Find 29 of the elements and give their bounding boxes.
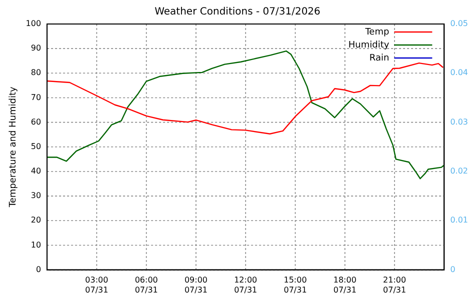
x-tick-label: 12:00 07/31: [234, 276, 258, 294]
legend-label: Rain: [369, 53, 390, 64]
y-tick-label: 70: [30, 92, 42, 102]
y-tick-label: 20: [30, 216, 42, 225]
y2-tick-label: 0.03: [450, 117, 468, 126]
x-tick-label: 03:00 07/31: [85, 276, 108, 294]
y2-tick-label: 0.01: [450, 216, 468, 225]
y-tick-label: 50: [30, 142, 42, 151]
x-tick-label: 21:00 07/31: [383, 276, 406, 294]
legend-label: Humidity: [348, 40, 390, 50]
y-tick-label: 100: [26, 19, 42, 28]
y2-tick-label: 0.04: [450, 68, 468, 78]
y-tick-label: 80: [30, 68, 42, 78]
y-tick-label: 30: [30, 191, 42, 200]
y-tick-label: 60: [30, 117, 42, 126]
y-tick-label: 10: [30, 240, 42, 250]
x-tick-label: 18:00 07/31: [333, 276, 356, 294]
y-tick-label: 40: [30, 166, 42, 176]
legend-label: Temp: [364, 27, 390, 38]
y2-tick-label: 0.02: [450, 166, 468, 176]
y-tick-label: 90: [30, 44, 42, 53]
x-tick-label: 09:00 07/31: [184, 276, 208, 294]
y2-tick-label: 0: [450, 264, 456, 274]
y-tick-label: 0: [36, 264, 42, 274]
chart-title: Weather Conditions - 07/31/2026: [154, 6, 320, 18]
y2-tick-label: 0.05: [450, 19, 468, 28]
x-tick-label: 06:00 07/31: [134, 276, 158, 294]
x-tick-label: 15:00 07/31: [284, 276, 307, 294]
y-axis-title: Temperature and Humidity: [8, 86, 19, 208]
